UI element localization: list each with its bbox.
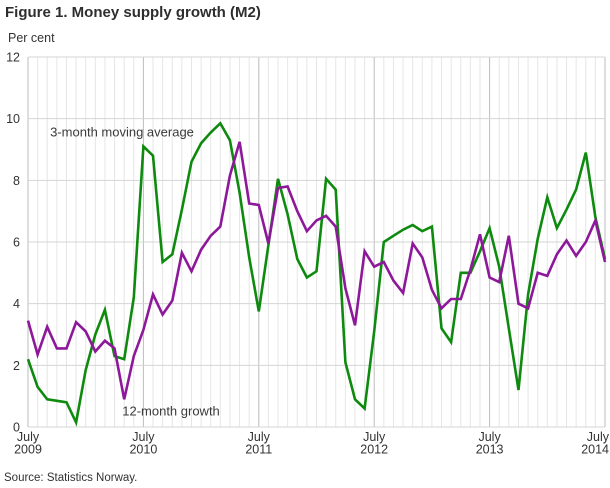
series-label-12-month-growth: 12-month growth xyxy=(122,403,220,418)
x-tick-label: July 2012 xyxy=(360,430,388,457)
y-tick-label: 10 xyxy=(6,112,20,126)
y-tick-label: 0 xyxy=(13,421,20,435)
y-tick-label: 8 xyxy=(13,174,20,188)
chart-title: Figure 1. Money supply growth (M2) xyxy=(5,4,261,21)
series-line-12-month-growth xyxy=(26,141,607,400)
y-axis-unit-label: Per cent xyxy=(8,31,55,45)
y-tick-label: 6 xyxy=(13,236,20,250)
series-line-3-month-moving-average xyxy=(26,121,607,427)
series-label-3-month-moving-average: 3-month moving average xyxy=(50,125,194,140)
y-tick-label: 4 xyxy=(13,297,20,311)
x-tick-label: July 2009 xyxy=(14,430,42,457)
source-note: Source: Statistics Norway. xyxy=(4,472,138,484)
x-tick-label: July 2010 xyxy=(129,430,157,457)
x-tick-label: July 2013 xyxy=(476,430,504,457)
x-tick-label: July 2014 xyxy=(581,430,610,457)
y-tick-label: 12 xyxy=(6,51,20,65)
y-tick-label: 2 xyxy=(13,359,20,373)
x-tick-label: July 2011 xyxy=(245,430,272,457)
